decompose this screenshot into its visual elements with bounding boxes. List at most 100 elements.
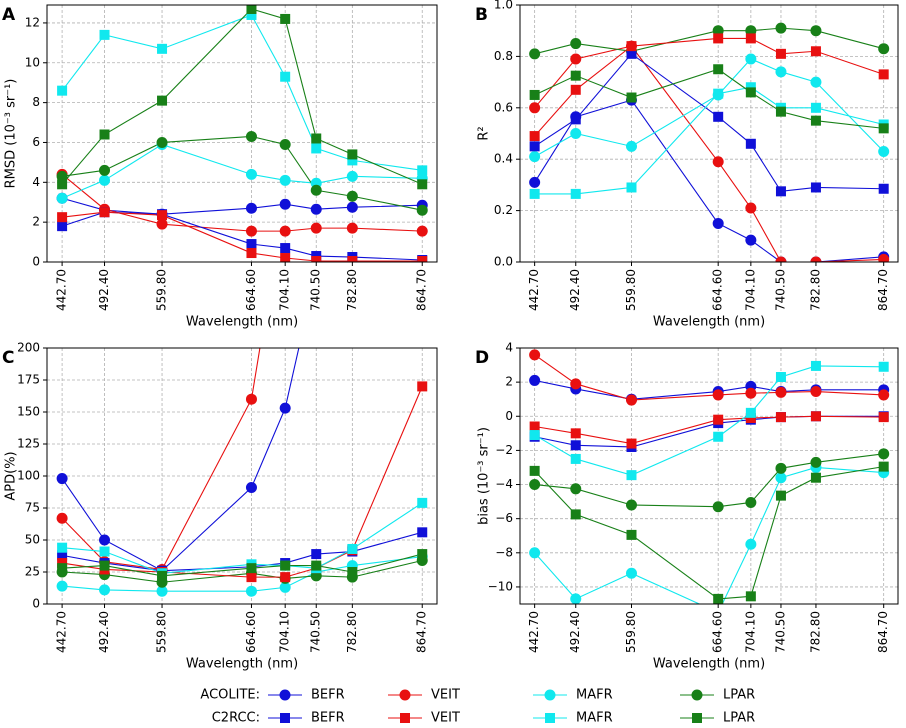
square-marker xyxy=(311,143,322,154)
circle-marker xyxy=(712,217,724,229)
square-marker xyxy=(570,440,581,451)
square-marker xyxy=(810,411,821,422)
plot-area xyxy=(529,349,890,604)
square-marker xyxy=(417,381,428,392)
legend-marker xyxy=(691,689,703,701)
square-marker xyxy=(775,48,786,59)
square-marker xyxy=(417,497,428,508)
square-marker xyxy=(99,560,110,571)
square-marker xyxy=(157,43,168,54)
square-marker xyxy=(417,527,428,538)
circle-marker xyxy=(56,192,68,204)
square-marker xyxy=(246,572,257,583)
x-tick-label: 664.60 xyxy=(244,611,258,653)
x-tick-label: 782.80 xyxy=(345,269,359,311)
circle-marker xyxy=(245,130,257,142)
square-marker xyxy=(417,256,428,262)
y-tick-label: 4 xyxy=(505,341,513,355)
circle-marker xyxy=(745,496,757,508)
y-tick-label: −8 xyxy=(495,545,513,559)
square-marker xyxy=(878,69,889,80)
y-tick-label: −10 xyxy=(488,579,513,593)
y-tick-label: 175 xyxy=(17,373,40,387)
circle-marker xyxy=(878,145,890,157)
circle-marker xyxy=(279,402,291,414)
circle-marker xyxy=(745,202,757,214)
circle-marker xyxy=(56,473,68,485)
circle-marker xyxy=(878,448,890,460)
y-tick-label: 12 xyxy=(25,15,40,29)
circle-marker xyxy=(529,151,541,163)
square-marker xyxy=(529,421,540,432)
x-tick-label: 782.80 xyxy=(345,611,359,653)
axes-frame xyxy=(519,4,899,263)
panel-label: C xyxy=(2,348,14,368)
circle-marker xyxy=(245,585,257,597)
square-marker xyxy=(745,412,756,423)
square-marker xyxy=(311,560,322,571)
y-axis-label: APD(%) xyxy=(4,451,19,500)
circle-marker xyxy=(570,128,582,139)
legend-label: LPAR xyxy=(723,711,755,726)
y-tick-label: 1.0 xyxy=(494,0,513,12)
square-marker xyxy=(570,84,581,95)
circle-marker xyxy=(279,198,291,210)
series-line xyxy=(534,365,884,476)
circle-marker xyxy=(810,456,822,468)
x-axis-label: Wavelength (nm) xyxy=(186,657,298,672)
series-line xyxy=(534,379,884,400)
x-tick-label: 704.10 xyxy=(278,269,292,311)
y-tick-label: 150 xyxy=(17,405,40,419)
square-marker xyxy=(810,360,821,371)
square-marker xyxy=(570,453,581,464)
circle-marker xyxy=(245,225,257,237)
circle-marker xyxy=(56,580,68,592)
y-tick-label: 0.4 xyxy=(494,152,513,166)
circle-marker xyxy=(416,225,428,237)
series-line xyxy=(62,559,423,583)
circle-marker xyxy=(745,234,757,246)
square-marker xyxy=(529,141,540,152)
square-marker xyxy=(713,88,724,99)
y-tick-label: 50 xyxy=(25,533,40,547)
circle-marker xyxy=(156,585,168,597)
circle-marker xyxy=(156,218,168,230)
square-marker xyxy=(878,361,889,372)
circle-marker xyxy=(712,389,724,401)
square-marker xyxy=(280,13,291,24)
circle-marker xyxy=(745,538,757,550)
square-marker xyxy=(417,549,428,560)
square-marker xyxy=(626,529,637,540)
circle-marker xyxy=(810,386,822,398)
series-line xyxy=(534,68,884,129)
circle-marker xyxy=(56,512,68,524)
series-line xyxy=(534,415,884,445)
y-tick-label: 2 xyxy=(505,375,513,389)
series-line xyxy=(61,348,300,572)
axes-frame xyxy=(46,4,438,263)
circle-marker xyxy=(878,43,890,55)
circle-marker xyxy=(810,25,822,37)
square-marker xyxy=(280,243,291,254)
square-marker xyxy=(626,48,637,59)
plot-area xyxy=(529,22,890,262)
square-marker xyxy=(57,85,68,96)
square-marker xyxy=(713,111,724,122)
square-marker xyxy=(157,210,168,221)
square-marker xyxy=(745,407,756,418)
circle-marker xyxy=(310,222,322,234)
x-tick-label: 864.70 xyxy=(876,611,890,653)
circle-marker xyxy=(279,225,291,237)
square-marker xyxy=(347,149,358,160)
x-tick-label: 740.50 xyxy=(773,269,787,311)
x-tick-label: 782.80 xyxy=(808,269,822,311)
square-marker xyxy=(246,248,257,259)
circle-marker xyxy=(56,170,68,182)
series-line xyxy=(61,14,423,171)
x-tick-label: 782.80 xyxy=(808,611,822,653)
square-marker xyxy=(810,115,821,126)
axes-frame xyxy=(519,347,899,605)
legend-marker xyxy=(280,713,290,723)
x-tick-label: 492.40 xyxy=(97,611,111,653)
y-tick-label: −4 xyxy=(495,477,513,491)
